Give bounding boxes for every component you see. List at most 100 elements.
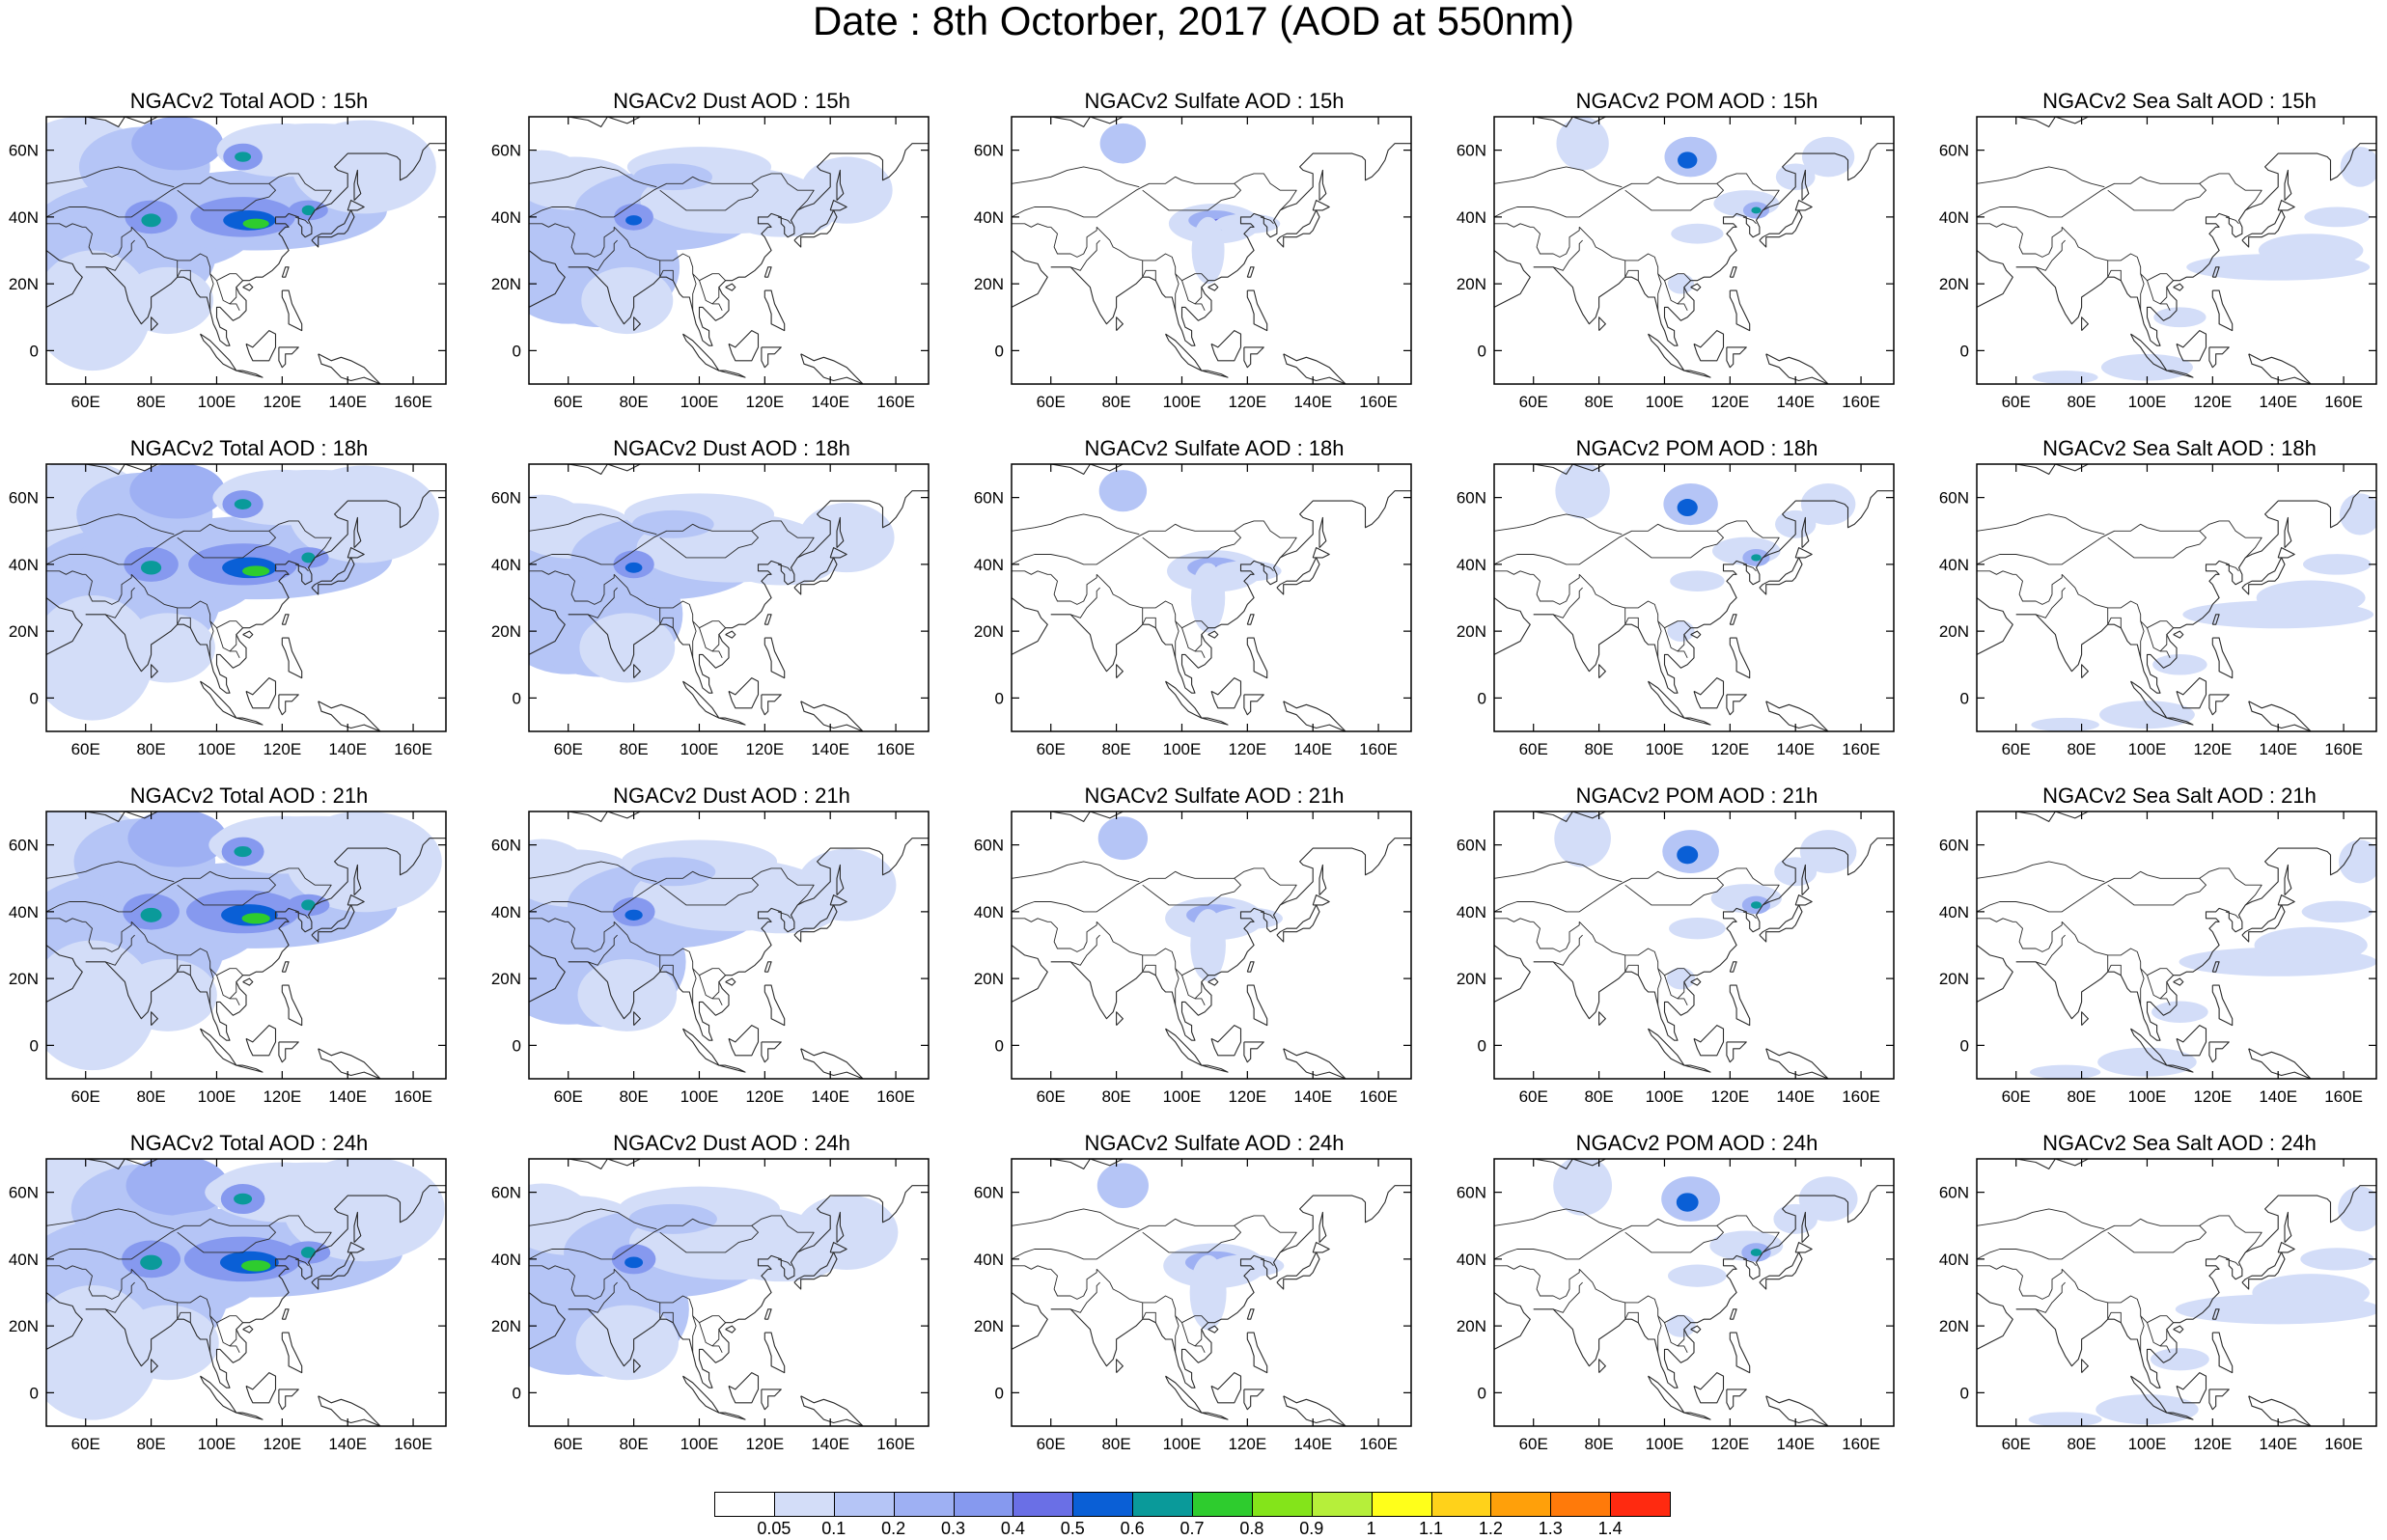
- country-border: [2147, 627, 2171, 658]
- coastline: [1050, 1159, 1136, 1169]
- y-tick-label: 20N: [974, 275, 1004, 293]
- coastline: [85, 490, 446, 694]
- country-border: [104, 934, 135, 966]
- y-tick-label: 40N: [1939, 208, 1969, 227]
- coastline: [1201, 717, 1229, 726]
- coastline: [1165, 1375, 1203, 1414]
- coastline: [568, 117, 653, 127]
- country-border: [1012, 1218, 1241, 1260]
- coastline: [1765, 353, 1829, 384]
- x-tick-label-100e: 100E: [198, 740, 236, 758]
- country-border: [1012, 1265, 1051, 1270]
- coastline: [2015, 490, 2376, 694]
- panel-title: NGACv2 Sulfate AOD : 21h: [1084, 784, 1345, 808]
- coastline: [529, 945, 566, 1003]
- x-tick-label-80e: 80E: [619, 740, 648, 758]
- country-border: [46, 1208, 175, 1230]
- aod-region: [2029, 1064, 2101, 1079]
- y-tick-label: 0: [30, 1036, 39, 1055]
- coastline: [236, 1064, 264, 1073]
- country-border: [177, 1302, 191, 1323]
- country-border: [751, 173, 815, 211]
- coastline: [1276, 209, 1320, 248]
- country-border: [751, 1215, 815, 1253]
- x-tick-label-60e: 60E: [1519, 740, 1548, 758]
- colorbar-label: 0.4: [1000, 1519, 1025, 1538]
- coastline: [568, 1159, 653, 1169]
- country-border: [777, 911, 791, 920]
- y-tick-label: 40N: [491, 1251, 521, 1269]
- coastline: [1318, 169, 1327, 201]
- x-tick-label-60e: 60E: [554, 393, 583, 411]
- aod-region: [241, 913, 270, 924]
- country-border: [2015, 573, 2063, 605]
- x-tick-label-100e: 100E: [1646, 1435, 1684, 1453]
- coastline: [1494, 945, 1531, 1003]
- y-tick-label: 40N: [491, 208, 521, 227]
- aod-region: [129, 464, 226, 519]
- y-tick-label: 0: [1478, 1384, 1486, 1402]
- coastline: [1648, 680, 1685, 719]
- colorbar-cell: [833, 1492, 895, 1517]
- map-frame: [45, 1158, 447, 1427]
- aod-region: [1097, 816, 1149, 861]
- x-tick-label-160e: 160E: [1842, 1087, 1880, 1106]
- coastline: [1977, 250, 2013, 308]
- country-border: [1677, 981, 1685, 1000]
- x-tick-label-60e: 60E: [71, 740, 100, 758]
- aod-region: [625, 1256, 644, 1269]
- x-tick-label-120e: 120E: [1710, 1435, 1749, 1453]
- aod-map: 60E 80E 100E 120E 140E 160E 0 20N 40N 60N: [1939, 116, 2377, 411]
- x-tick-label-60e: 60E: [71, 393, 100, 411]
- country-border: [1977, 870, 2207, 913]
- panel-title: NGACv2 POM AOD : 15h: [1575, 89, 1818, 113]
- y-tick-label: 40N: [974, 903, 1004, 921]
- aod-region: [116, 1305, 219, 1381]
- x-tick-label-120e: 120E: [2193, 740, 2232, 758]
- coastline: [318, 1048, 381, 1079]
- coastline: [1759, 904, 1803, 943]
- country-border: [1012, 176, 1241, 218]
- colorbar-label: 0.2: [881, 1519, 906, 1538]
- country-border: [1742, 564, 1757, 572]
- coastline: [85, 811, 171, 822]
- country-border: [1677, 1329, 1685, 1347]
- x-tick-label-60e: 60E: [1519, 393, 1548, 411]
- x-tick-label-160e: 160E: [1842, 740, 1880, 758]
- country-border: [1142, 1302, 1156, 1323]
- country-border: [46, 861, 175, 883]
- country-border: [46, 523, 276, 565]
- aod-map: 60E 80E 100E 120E 140E 160E 0 20N 40N 60N: [1939, 1158, 2377, 1453]
- x-tick-label-100e: 100E: [198, 1435, 236, 1453]
- aod-region: [2339, 493, 2376, 536]
- country-border: [1578, 226, 1691, 282]
- y-tick-label: 40N: [1457, 556, 1486, 574]
- x-tick-label-140e: 140E: [328, 1087, 367, 1106]
- x-tick-label-120e: 120E: [1228, 393, 1266, 411]
- y-tick-label: 0: [30, 1384, 39, 1402]
- y-tick-label: 0: [513, 689, 521, 707]
- map-frame: [1493, 1158, 1895, 1427]
- aod-region: [1751, 206, 1762, 214]
- x-tick-label-60e: 60E: [1037, 1435, 1066, 1453]
- figure-title: Date : 8th Octorber, 2017 (AOD at 550nm): [812, 0, 1575, 43]
- map-frame: [45, 811, 447, 1080]
- x-tick-label-80e: 80E: [136, 1435, 165, 1453]
- aod-region: [300, 1247, 317, 1258]
- country-border: [777, 216, 791, 225]
- coastline: [2173, 1325, 2184, 1334]
- coastline: [1050, 464, 1136, 475]
- x-tick-label-160e: 160E: [1359, 1087, 1398, 1106]
- aod-region: [1554, 811, 1611, 867]
- country-border: [692, 273, 697, 311]
- coastline: [2277, 200, 2295, 211]
- coastline: [633, 1359, 641, 1373]
- panel-title: NGACv2 POM AOD : 24h: [1575, 1131, 1818, 1155]
- map-panel: NGACv2 Total AOD : 18h 60E 80E 100E 120E 140E…: [0, 437, 454, 770]
- coastline: [800, 353, 864, 384]
- coastline: [278, 1041, 299, 1063]
- coastline: [1801, 864, 1810, 895]
- coastline: [311, 904, 355, 943]
- coastline: [200, 1028, 237, 1066]
- colorbar-label: 0.6: [1120, 1519, 1145, 1538]
